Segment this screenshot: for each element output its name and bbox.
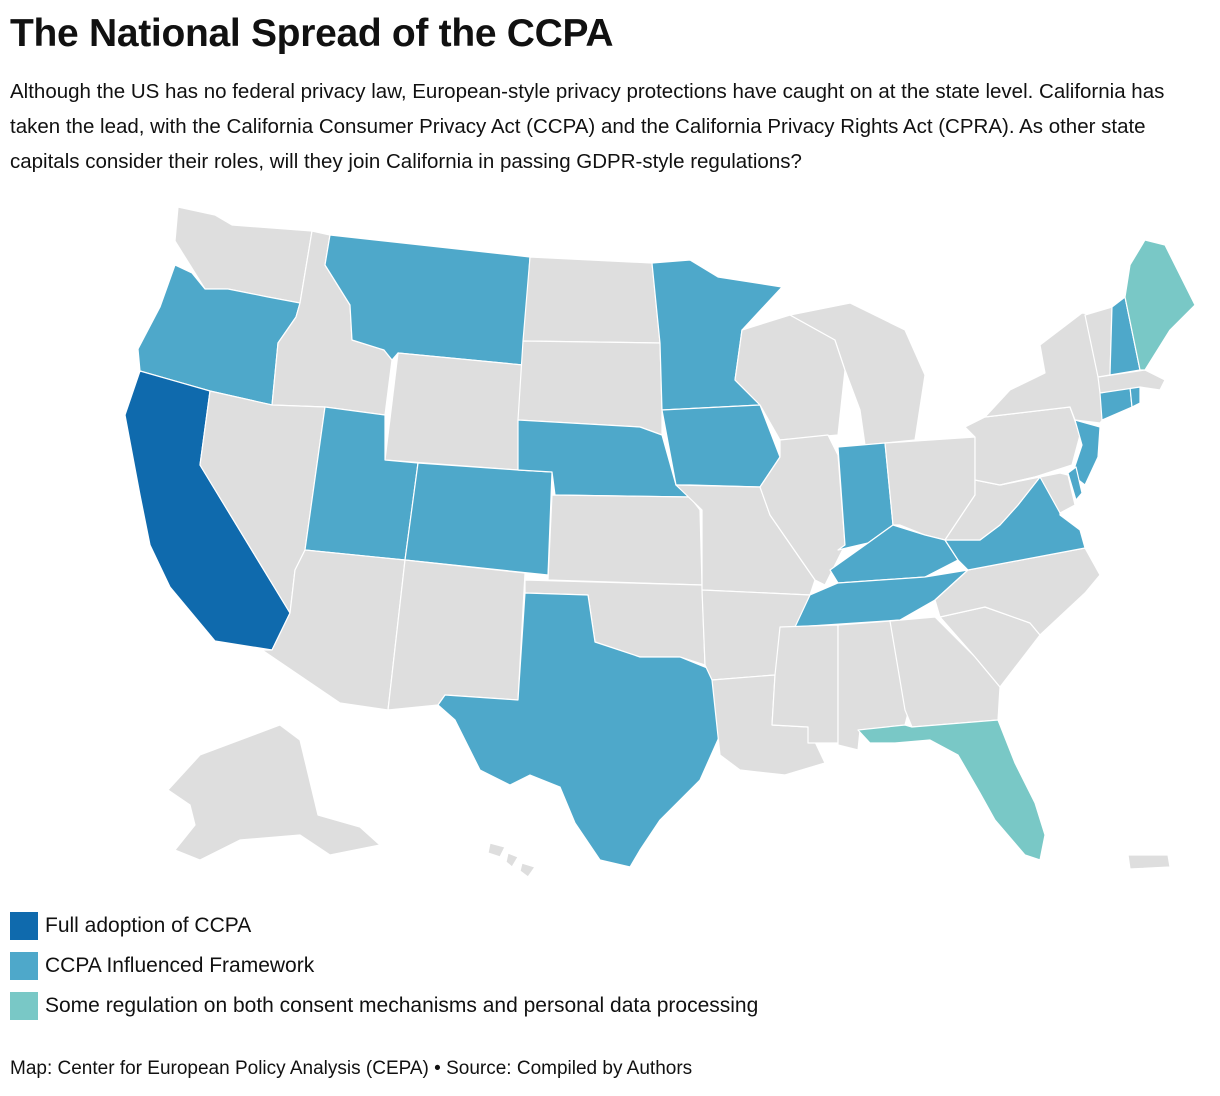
state-GA[interactable] <box>889 616 1001 728</box>
chart-title: The National Spread of the CCPA <box>10 12 614 55</box>
legend-label: CCPA Influenced Framework <box>45 954 315 977</box>
state-NJ[interactable] <box>1071 419 1101 486</box>
state-ND[interactable] <box>522 256 661 344</box>
legend-swatch-some <box>10 992 38 1020</box>
state-RI[interactable] <box>1129 386 1141 408</box>
state-KS[interactable] <box>547 494 703 586</box>
legend-label: Full adoption of CCPA <box>45 914 252 937</box>
state-IL[interactable] <box>759 434 846 586</box>
legend-item-full: Full adoption of CCPA <box>10 906 758 946</box>
legend: Full adoption of CCPA CCPA Influenced Fr… <box>10 906 758 1026</box>
state-MS[interactable] <box>771 624 839 744</box>
source-footer: Map: Center for European Policy Analysis… <box>10 1058 693 1079</box>
state-MD[interactable] <box>999 472 1076 514</box>
state-WY[interactable] <box>384 352 524 471</box>
state-AK[interactable] <box>167 724 381 861</box>
legend-item-influenced: CCPA Influenced Framework <box>10 946 758 986</box>
state-FL[interactable] <box>857 719 1046 861</box>
legend-swatch-influenced <box>10 952 38 980</box>
state-HI[interactable] <box>487 842 536 878</box>
legend-item-some: Some regulation on both consent mechanis… <box>10 986 758 1026</box>
state-ME[interactable] <box>1124 239 1196 371</box>
us-states-map <box>124 206 1196 878</box>
legend-label: Some regulation on both consent mechanis… <box>45 994 759 1017</box>
state-IA[interactable] <box>661 404 781 488</box>
state-CO[interactable] <box>404 462 553 576</box>
state-TX[interactable] <box>437 592 721 868</box>
legend-swatch-full <box>10 912 38 940</box>
state-PR[interactable] <box>1127 854 1171 870</box>
chart-subtitle: Although the US has no federal privacy l… <box>10 80 1165 173</box>
state-NM[interactable] <box>387 559 526 711</box>
state-DE[interactable] <box>1067 466 1083 501</box>
